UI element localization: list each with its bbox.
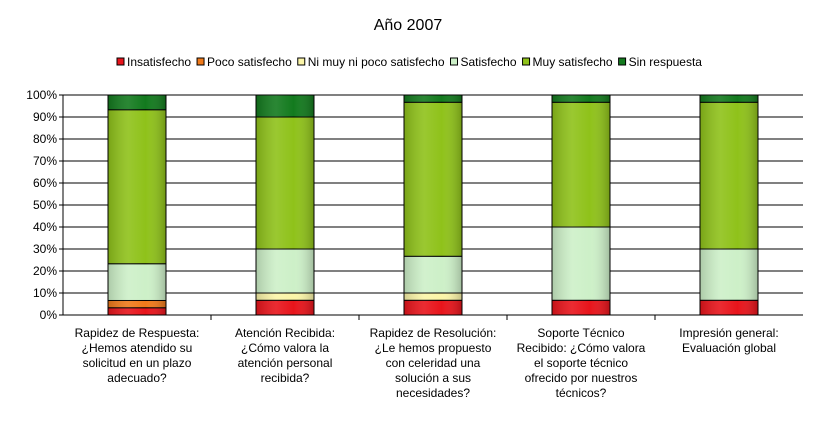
bars	[107, 94, 759, 316]
legend-label: Insatisfecho	[127, 55, 191, 69]
legend-item: Sin respuesta	[618, 55, 703, 69]
bar-segment-shading	[108, 307, 166, 315]
x-category-label: Rapidez de Respuesta: ¿Hemos atendido su s…	[75, 326, 200, 385]
bar-segment-shading	[404, 293, 462, 301]
legend-item: Ni muy ni poco satisfecho	[297, 55, 445, 69]
y-tick-label: 100%	[26, 88, 57, 102]
legend-swatch	[450, 57, 458, 66]
y-tick-label: 60%	[33, 176, 57, 190]
x-category-label: Rapidez de Resolución: ¿Le hemos propuest…	[370, 326, 497, 400]
legend: Insatisfecho Poco satisfecho Ni muy ni poc…	[116, 55, 703, 69]
bar-segment-shading	[256, 117, 314, 249]
bar-segment-shading	[700, 95, 758, 103]
y-tick-label: 50%	[33, 198, 57, 212]
legend-item: Insatisfecho	[116, 55, 191, 69]
bar-segment-shading	[552, 102, 610, 227]
bar-segment-shading	[552, 95, 610, 103]
y-tick-label: 20%	[33, 264, 57, 278]
legend-label: Ni muy ni poco satisfecho	[308, 55, 445, 69]
x-category-label: Atención Recibida: ¿Cómo valora la atenció…	[235, 326, 335, 385]
bar-segment-shading	[108, 109, 166, 264]
legend-swatch	[297, 57, 306, 66]
bar-segment-shading	[552, 300, 610, 315]
x-category-label: Impresión general: Evaluación global	[679, 326, 778, 355]
legend-swatch	[522, 57, 531, 66]
bar-segment-shading	[108, 300, 166, 308]
bar-segment-shading	[404, 95, 462, 103]
legend-label: Satisfecho	[461, 55, 517, 69]
chart-title: Año 2007	[374, 17, 443, 34]
legend-label: Sin respuesta	[629, 55, 703, 69]
legend-label: Poco satisfecho	[207, 55, 292, 69]
y-axis-ticks: 0% 10% 20% 30% 40% 50% 60% 70% 80% 90% 100%	[26, 88, 63, 322]
bar-segment-shading	[256, 300, 314, 315]
bar-segment-shading	[700, 300, 758, 315]
bar-segment-shading	[108, 95, 166, 110]
legend-item: Poco satisfecho	[196, 55, 292, 69]
bar-segment-shading	[552, 227, 610, 301]
y-tick-label: 90%	[33, 110, 57, 124]
legend-swatch	[116, 57, 125, 66]
bar-segment-shading	[256, 293, 314, 301]
legend-item: Muy satisfecho	[522, 55, 613, 69]
bar-segment-shading	[404, 256, 462, 293]
legend-item: Satisfecho	[450, 55, 517, 69]
y-tick-label: 30%	[33, 242, 57, 256]
bar-segment-shading	[256, 249, 314, 293]
bar-segment-shading	[256, 95, 314, 117]
bar-segment-shading	[108, 263, 166, 301]
y-tick-label: 40%	[33, 220, 57, 234]
y-tick-label: 0%	[40, 308, 58, 322]
bar-segment-shading	[404, 300, 462, 315]
y-tick-label: 80%	[33, 132, 57, 146]
bar-segment-shading	[700, 249, 758, 301]
legend-swatch	[618, 57, 627, 66]
category-labels: Rapidez de Respuesta: ¿Hemos atendido su s…	[75, 326, 779, 400]
legend-label: Muy satisfecho	[533, 55, 613, 69]
y-tick-label: 70%	[33, 154, 57, 168]
legend-swatch	[196, 57, 205, 66]
bar-segment-shading	[404, 102, 462, 257]
x-category-label: Soporte Técnico Recibido: ¿Cómo valora el …	[517, 326, 646, 400]
y-tick-label: 10%	[33, 286, 57, 300]
bar-segment-shading	[700, 102, 758, 249]
